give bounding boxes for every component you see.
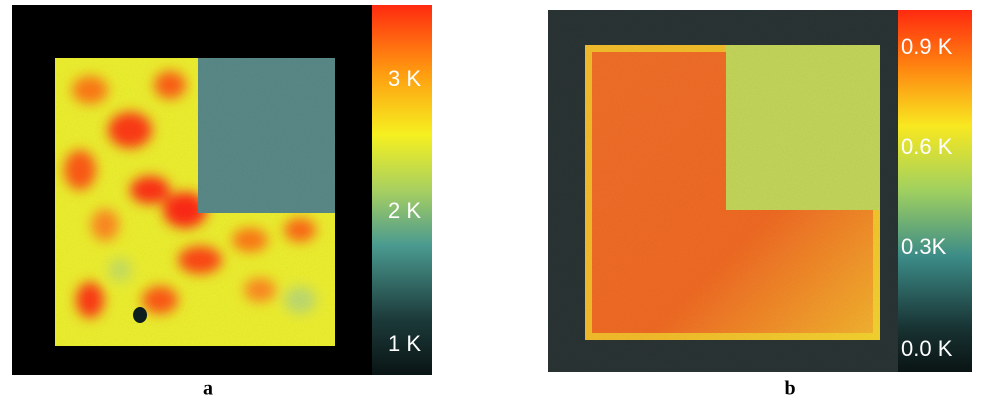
thermal-image (55, 58, 335, 346)
colorbar-tick-label: 3 K (388, 66, 421, 91)
panel-label: b (784, 378, 795, 400)
colorbar-tick-label: 0.3K (901, 234, 947, 259)
colorbar (898, 10, 972, 372)
panel-a: 3 K 2 K 1 K a (12, 5, 432, 400)
colorbar-tick-label: 0.9 K (901, 34, 953, 59)
colorbar-tick-label: 0.0 K (901, 336, 953, 361)
panel-b: 0.9 K 0.6 K 0.3K 0.0 K b (548, 10, 972, 400)
colorbar-tick-label: 1 K (388, 331, 421, 356)
panel-label: a (203, 378, 213, 400)
thermal-image (578, 38, 887, 347)
colorbar-tick-label: 2 K (388, 198, 421, 223)
colorbar (372, 5, 432, 375)
colorbar-tick-label: 0.6 K (901, 134, 953, 159)
